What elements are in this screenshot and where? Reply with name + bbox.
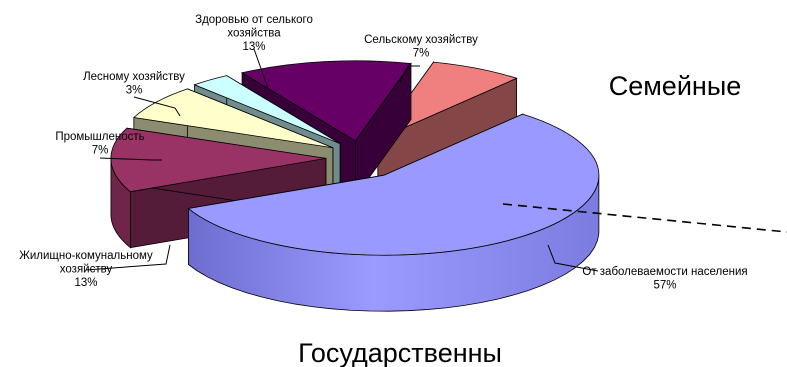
slice-percent: 13% xyxy=(74,277,97,289)
slice-name: Лесному хозяйству xyxy=(83,71,185,83)
leader-line xyxy=(253,48,269,89)
leader-line xyxy=(399,65,420,83)
dashed-pointer-line xyxy=(502,203,787,233)
pie-slices xyxy=(110,60,600,312)
pie-slice-5 xyxy=(240,60,412,142)
slice-percent: 7% xyxy=(92,145,109,157)
slice-name: Сельскому хозяйству xyxy=(364,34,478,46)
slice-name: Жилищно-комунальному xyxy=(19,250,153,262)
leader-line xyxy=(99,157,162,161)
leader-line xyxy=(133,96,181,117)
slice-label: Жилищно-комунальному хозяйству 13% xyxy=(19,250,153,289)
slice-percent: 57% xyxy=(653,280,676,292)
slice-percent: 7% xyxy=(413,48,430,60)
pie-slice-0 xyxy=(376,61,518,141)
state-annotation: Государственны xyxy=(298,338,502,367)
slice-label: Лесному хозяйству 3% xyxy=(83,71,185,97)
slice-name: От заболеваемости населения xyxy=(582,266,747,278)
slice-label: Здоровью от селького хозяйства 13% xyxy=(195,14,313,53)
pie-slice-1 xyxy=(187,113,600,256)
slice-name: Промышленость xyxy=(55,131,144,143)
slice-labels: Сельскому хозяйству 7% От заболеваемости н… xyxy=(19,14,747,292)
leader-line xyxy=(85,244,171,271)
slice-percent: 3% xyxy=(126,85,143,97)
family-annotation: Семейные xyxy=(609,71,742,101)
slice-label: Сельскому хозяйству 7% xyxy=(364,34,478,60)
slice-name: хозяйства xyxy=(227,28,281,40)
slice-label: От заболеваемости населения 57% xyxy=(582,266,747,292)
slice-percent: 13% xyxy=(242,41,265,53)
slice-label: Промышленость 7% xyxy=(55,131,144,157)
pie-slice-2 xyxy=(110,127,326,193)
leader-line xyxy=(547,244,599,272)
slice-name: Здоровью от селького xyxy=(195,14,313,26)
pie-slice-4 xyxy=(193,75,341,145)
slice-name: хозяйству xyxy=(60,264,113,276)
leader-lines xyxy=(85,48,599,272)
pie-slice-3 xyxy=(132,88,334,149)
